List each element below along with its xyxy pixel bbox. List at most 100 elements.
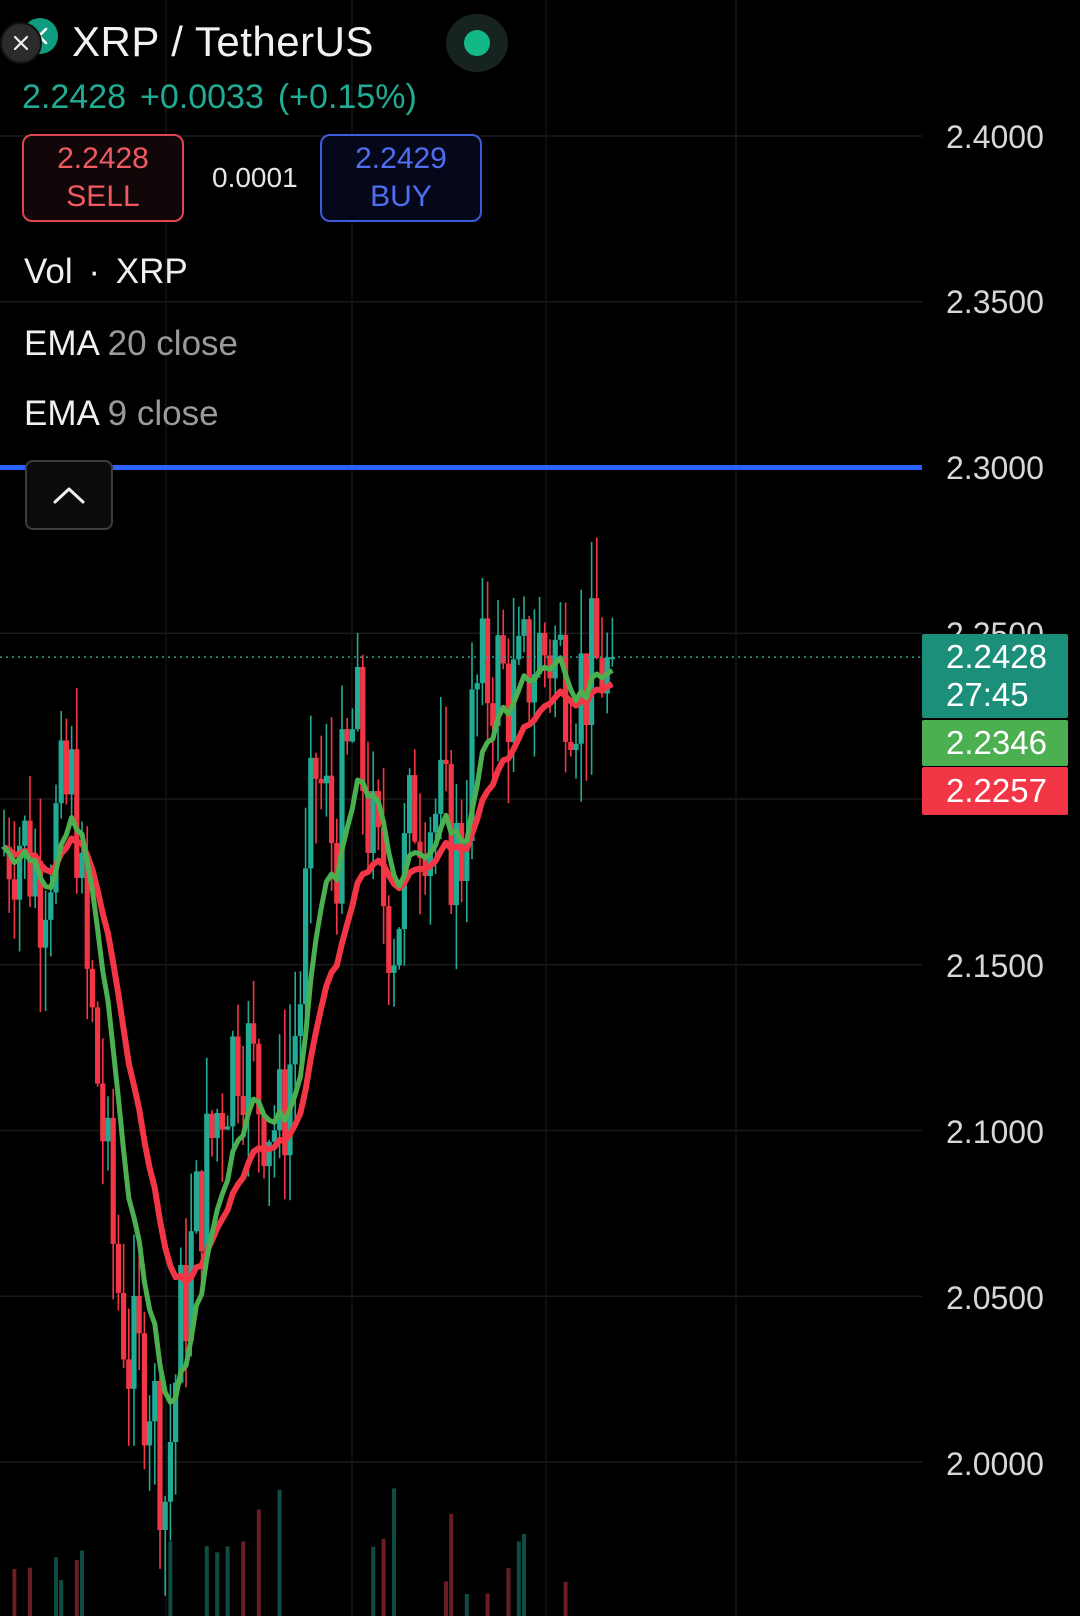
candle-body xyxy=(308,757,314,869)
candle-body xyxy=(323,775,329,784)
volume-bar xyxy=(392,1488,396,1616)
vol-label: Vol xyxy=(24,252,73,291)
candle-body xyxy=(152,1380,158,1422)
candle-body xyxy=(531,674,537,703)
candle-body xyxy=(183,1264,189,1342)
candle-body xyxy=(251,1023,257,1044)
volume-bar xyxy=(215,1552,220,1616)
axis-tick-label: 2.0000 xyxy=(946,1446,1044,1482)
symbol-title[interactable]: XRP / TetherUS xyxy=(72,18,374,65)
collapse-legend-button[interactable] xyxy=(25,460,113,530)
candle-body xyxy=(188,1231,194,1342)
candle-body xyxy=(490,703,496,727)
legend-volume[interactable]: Vol · XRP xyxy=(24,252,188,292)
buy-button[interactable]: 2.2429 BUY xyxy=(320,134,482,222)
candle-body xyxy=(396,929,402,966)
candle-body xyxy=(344,729,350,742)
candle-body xyxy=(495,635,501,727)
ema-20-name: EMA xyxy=(24,324,98,363)
candle-body xyxy=(79,852,85,878)
vol-separator: · xyxy=(88,252,101,291)
volume-bar xyxy=(506,1568,511,1616)
candle-body xyxy=(505,663,511,743)
candle-body xyxy=(11,879,17,900)
candle-body xyxy=(89,968,95,1008)
candle-body xyxy=(6,846,12,880)
axis-tick-label: 2.3500 xyxy=(946,284,1044,320)
candle-body xyxy=(292,1035,298,1065)
axis-tick-label: 2.1000 xyxy=(946,1114,1044,1150)
candle-body xyxy=(438,759,444,814)
candle-body xyxy=(48,892,54,920)
candle-body xyxy=(141,1333,147,1446)
volume-bar xyxy=(371,1546,376,1616)
candle-body xyxy=(245,1023,251,1115)
vol-symbol: XRP xyxy=(115,252,188,291)
volume-bar xyxy=(74,1559,79,1616)
candle-body xyxy=(516,635,522,660)
volume-bar xyxy=(12,1569,17,1616)
chevron-up-icon xyxy=(53,487,85,504)
candle-body xyxy=(339,729,345,904)
candle-body xyxy=(162,1501,168,1531)
candle-body xyxy=(318,778,324,784)
last-price-badge: 2.2428 27:45 xyxy=(922,634,1068,718)
volume-bar xyxy=(485,1593,490,1616)
candle-body xyxy=(271,1130,277,1142)
legend-ema-9[interactable]: EMA 9 close xyxy=(24,394,219,434)
last-price: 2.2428 xyxy=(22,78,126,116)
candle-body xyxy=(261,1114,267,1167)
candle-body xyxy=(178,1264,184,1383)
candle-body xyxy=(282,1069,288,1156)
candle-body xyxy=(542,632,548,656)
ema-9-line xyxy=(2,655,614,1405)
candle-body xyxy=(609,657,615,660)
candle-body xyxy=(110,1117,116,1244)
volume-bar xyxy=(59,1580,64,1616)
candle-body xyxy=(131,1295,137,1389)
candle-body xyxy=(433,813,439,833)
candle-body xyxy=(105,1117,111,1142)
candle-body xyxy=(204,1113,210,1252)
chart-header: XRP / TetherUS 2.2428 +0.0033 (+0.15%) 2.2… xyxy=(0,0,900,540)
volume-bar xyxy=(449,1513,454,1616)
candle-body xyxy=(136,1295,142,1334)
axis-tick-label: 2.0500 xyxy=(946,1280,1044,1316)
volume-bar xyxy=(168,1541,173,1616)
sell-button[interactable]: 2.2428 SELL xyxy=(22,134,184,222)
candle-body xyxy=(443,759,449,764)
candle-body xyxy=(412,775,418,842)
candle-body xyxy=(469,689,475,841)
candle-body xyxy=(214,1113,220,1139)
legend-ema-20[interactable]: EMA 20 close xyxy=(24,324,238,364)
volume-bar xyxy=(516,1541,521,1616)
candle-body xyxy=(453,822,459,906)
market-status-indicator[interactable] xyxy=(446,14,508,72)
price-change: +0.0033 xyxy=(140,78,264,116)
candle-body xyxy=(173,1382,179,1443)
candle-body xyxy=(37,860,43,948)
candle-body xyxy=(58,740,64,804)
volume-bar xyxy=(225,1546,230,1616)
candle-body xyxy=(74,749,80,878)
candle-body xyxy=(43,919,49,948)
candle-body xyxy=(147,1421,153,1446)
candle-body xyxy=(589,598,595,726)
volume-bar xyxy=(28,1567,32,1616)
candle-body xyxy=(84,852,90,969)
candle-body xyxy=(386,906,392,973)
candle-body xyxy=(297,1004,303,1036)
candle-body xyxy=(537,632,543,675)
candle-body xyxy=(417,841,423,858)
candle-body xyxy=(121,1292,127,1360)
candle-body xyxy=(563,634,569,742)
candle-body xyxy=(219,1113,225,1130)
candle-body xyxy=(157,1380,163,1531)
candle-body xyxy=(573,743,579,751)
candle-body xyxy=(360,666,366,791)
candle-body xyxy=(313,757,319,779)
ema-20-line xyxy=(2,681,614,1286)
axis-tick-label: 2.3000 xyxy=(946,450,1044,486)
close-icon[interactable] xyxy=(0,22,42,64)
